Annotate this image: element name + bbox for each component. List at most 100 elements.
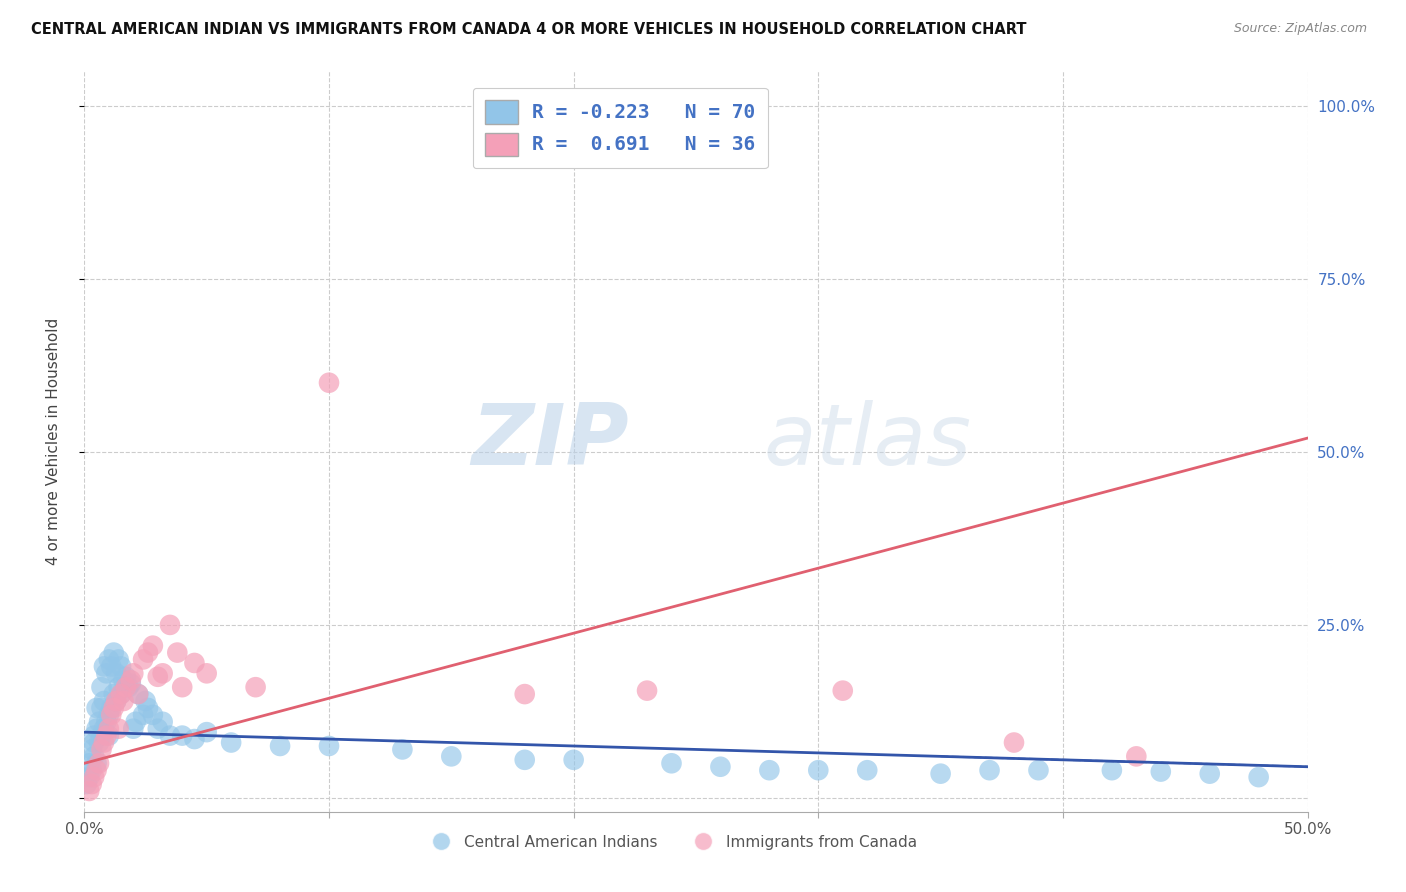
Point <box>127 687 149 701</box>
Point <box>183 732 205 747</box>
Point <box>105 666 128 681</box>
Point <box>86 763 108 777</box>
Point <box>136 646 159 660</box>
Point <box>80 777 103 791</box>
Point <box>127 687 149 701</box>
Point <box>135 694 157 708</box>
Point <box>142 639 165 653</box>
Point <box>103 687 125 701</box>
Point <box>86 722 108 736</box>
Point <box>636 683 658 698</box>
Point <box>831 683 853 698</box>
Point <box>100 707 122 722</box>
Point <box>709 760 731 774</box>
Point <box>1028 763 1050 777</box>
Point <box>93 694 115 708</box>
Point <box>245 680 267 694</box>
Point <box>80 763 103 777</box>
Point <box>318 739 340 753</box>
Point <box>90 742 112 756</box>
Point <box>90 701 112 715</box>
Point <box>1125 749 1147 764</box>
Point <box>159 618 181 632</box>
Point <box>152 666 174 681</box>
Point <box>90 680 112 694</box>
Point <box>856 763 879 777</box>
Point <box>83 749 105 764</box>
Point <box>146 722 169 736</box>
Point <box>120 673 142 688</box>
Y-axis label: 4 or more Vehicles in Household: 4 or more Vehicles in Household <box>46 318 60 566</box>
Point <box>90 729 112 743</box>
Point <box>77 770 100 784</box>
Point <box>1198 766 1220 780</box>
Point <box>87 735 110 749</box>
Point <box>440 749 463 764</box>
Point <box>96 714 118 729</box>
Text: ZIP: ZIP <box>471 400 628 483</box>
Point <box>83 735 105 749</box>
Point <box>1002 735 1025 749</box>
Point <box>120 676 142 690</box>
Point <box>979 763 1001 777</box>
Point <box>107 722 129 736</box>
Point <box>166 646 188 660</box>
Point <box>183 656 205 670</box>
Point <box>117 680 139 694</box>
Point <box>152 714 174 729</box>
Point <box>110 659 132 673</box>
Point <box>132 652 155 666</box>
Point <box>107 652 129 666</box>
Point <box>77 756 100 771</box>
Point <box>105 694 128 708</box>
Point <box>100 659 122 673</box>
Point <box>83 729 105 743</box>
Point <box>110 687 132 701</box>
Point <box>929 766 952 780</box>
Point <box>97 729 120 743</box>
Point <box>125 714 148 729</box>
Point <box>136 701 159 715</box>
Point <box>100 701 122 715</box>
Point <box>77 784 100 798</box>
Point <box>115 680 138 694</box>
Point <box>142 707 165 722</box>
Point <box>1101 763 1123 777</box>
Point <box>93 722 115 736</box>
Point <box>195 725 218 739</box>
Point <box>219 735 242 749</box>
Point <box>115 670 138 684</box>
Point <box>76 777 98 791</box>
Text: Source: ZipAtlas.com: Source: ZipAtlas.com <box>1233 22 1367 36</box>
Point <box>103 701 125 715</box>
Point <box>93 659 115 673</box>
Point <box>391 742 413 756</box>
Point <box>97 652 120 666</box>
Point <box>87 756 110 771</box>
Point <box>93 735 115 749</box>
Point <box>758 763 780 777</box>
Point <box>1150 764 1173 779</box>
Point <box>122 722 145 736</box>
Point <box>110 687 132 701</box>
Point <box>562 753 585 767</box>
Point <box>96 666 118 681</box>
Point <box>97 707 120 722</box>
Point <box>661 756 683 771</box>
Point <box>195 666 218 681</box>
Point <box>86 701 108 715</box>
Point <box>172 729 194 743</box>
Point <box>112 694 135 708</box>
Point <box>105 694 128 708</box>
Point <box>112 673 135 688</box>
Point <box>87 714 110 729</box>
Point <box>318 376 340 390</box>
Point <box>513 753 536 767</box>
Point <box>103 646 125 660</box>
Point <box>1247 770 1270 784</box>
Point <box>159 729 181 743</box>
Point <box>172 680 194 694</box>
Point <box>80 742 103 756</box>
Point <box>146 670 169 684</box>
Text: atlas: atlas <box>763 400 972 483</box>
